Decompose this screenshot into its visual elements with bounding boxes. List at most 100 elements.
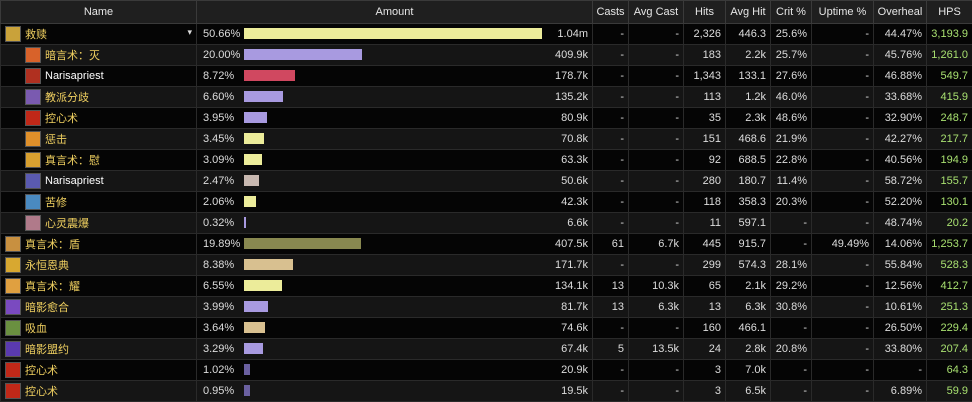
col-header-avg-hit[interactable]: Avg Hit [726,1,771,24]
overheal-cell: 33.68% [874,87,927,108]
crit-cell: 30.8% [771,297,812,318]
amount-value: 67.4k [561,343,588,355]
avg-cast-cell: - [629,24,684,45]
uptime-cell: - [812,381,874,402]
col-header-uptime[interactable]: Uptime % [812,1,874,24]
col-header-overheal[interactable]: Overheal [874,1,927,24]
spell-name: Narisapriest [45,70,104,82]
uptime-cell: - [812,255,874,276]
spell-name-cell[interactable]: Narisapriest [1,171,197,192]
spell-name-cell[interactable]: 吸血 [1,318,197,339]
amount-percent: 2.47% [203,175,239,187]
spell-name-cell[interactable]: 救赎▾ [1,24,197,45]
spell-name-cell[interactable]: 控心术 [1,360,197,381]
col-header-amount[interactable]: Amount [197,1,593,24]
hits-cell: 445 [684,234,726,255]
col-header-name[interactable]: Name [1,1,197,24]
spell-name-cell[interactable]: 教派分歧 [1,87,197,108]
uptime-cell: - [812,150,874,171]
avg-hit-cell: 7.0k [726,360,771,381]
spell-name-cell[interactable]: 真言术：盾 [1,234,197,255]
uptime-cell: - [812,24,874,45]
spell-name-cell[interactable]: 苦修 [1,192,197,213]
spell-name-cell[interactable]: 暗影盟约 [1,339,197,360]
spell-icon [25,47,41,63]
avg-cast-cell: 6.7k [629,234,684,255]
amount-bar [244,28,542,39]
col-header-crit[interactable]: Crit % [771,1,812,24]
spell-name: 真言术：耀 [25,281,80,293]
hps-cell: 1,261.0 [927,45,972,66]
amount-bar [244,70,295,81]
amount-value: 42.3k [561,196,588,208]
overheal-cell: 52.20% [874,192,927,213]
overheal-cell: 33.80% [874,339,927,360]
amount-value: 74.6k [561,322,588,334]
amount-percent: 3.95% [203,112,239,124]
uptime-cell: - [812,108,874,129]
spell-name: 控心术 [45,113,78,125]
amount-percent: 8.38% [203,259,239,271]
spell-name-cell[interactable]: 真言术：慰 [1,150,197,171]
spell-name: 真言术：慰 [45,155,100,167]
overheal-cell: 48.74% [874,213,927,234]
spell-name: 控心术 [25,386,58,398]
spell-name-cell[interactable]: 惩击 [1,129,197,150]
amount-bar [244,259,293,270]
casts-cell: - [593,66,629,87]
amount-bar [244,364,250,375]
avg-hit-cell: 2.3k [726,108,771,129]
hits-cell: 160 [684,318,726,339]
col-header-hps[interactable]: HPS [927,1,972,24]
crit-cell: 48.6% [771,108,812,129]
spell-name: 吸血 [25,323,47,335]
overheal-cell: 44.47% [874,24,927,45]
spell-name-cell[interactable]: 永恒恩典 [1,255,197,276]
amount-value: 19.5k [561,385,588,397]
spell-name-cell[interactable]: 控心术 [1,381,197,402]
avg-hit-cell: 466.1 [726,318,771,339]
hps-cell: 20.2 [927,213,972,234]
spell-name: 控心术 [25,365,58,377]
col-header-hits[interactable]: Hits [684,1,726,24]
overheal-cell: 55.84% [874,255,927,276]
avg-hit-cell: 915.7 [726,234,771,255]
spell-name-cell[interactable]: 控心术 [1,108,197,129]
spell-icon [25,194,41,210]
spell-icon [25,152,41,168]
spell-name-cell[interactable]: 真言术：耀 [1,276,197,297]
spell-name-cell[interactable]: 暗影愈合 [1,297,197,318]
amount-cell: 3.64%74.6k [197,318,593,339]
chevron-down-icon[interactable]: ▾ [187,27,192,38]
amount-bar [244,196,256,207]
hps-cell: 251.3 [927,297,972,318]
amount-cell: 0.32%6.6k [197,213,593,234]
amount-bar [244,385,250,396]
spell-name-cell[interactable]: 暗言术：灭 [1,45,197,66]
spell-name-cell[interactable]: Narisapriest [1,66,197,87]
col-header-casts[interactable]: Casts [593,1,629,24]
spell-name: 暗影盟约 [25,344,69,356]
col-header-avg-cast[interactable]: Avg Cast [629,1,684,24]
amount-bar [244,238,361,249]
crit-cell: 25.6% [771,24,812,45]
spell-name-cell[interactable]: 心灵震爆 [1,213,197,234]
